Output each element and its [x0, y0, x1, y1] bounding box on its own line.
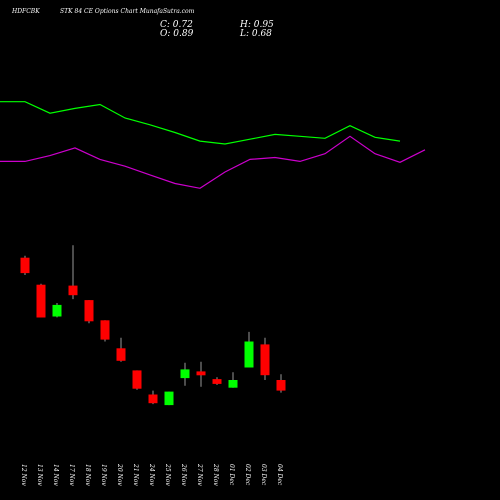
candle-body — [260, 344, 270, 376]
candle-body — [212, 379, 222, 384]
high-value: H: 0.95 — [240, 20, 274, 30]
candle-body — [52, 304, 62, 317]
x-tick-label: 25 Nov — [164, 463, 171, 486]
candle-body — [164, 391, 174, 406]
candle-4 — [84, 300, 94, 324]
x-axis-labels: 12 Nov 13 Nov 14 Nov 17 Nov 18 Nov 19 Nov 20 N… — [20, 463, 283, 486]
candle-0 — [20, 255, 30, 275]
candle-10 — [180, 362, 190, 386]
candle-body — [196, 371, 206, 376]
candle-11 — [196, 361, 206, 387]
x-tick-label: 14 Nov — [52, 464, 59, 486]
candle-5 — [100, 320, 110, 342]
candle-body — [84, 300, 94, 322]
x-tick-label: 03 Dec — [260, 464, 267, 486]
candle-13 — [228, 372, 238, 388]
x-tick-label: 20 Nov — [116, 463, 123, 486]
candle-body — [276, 380, 286, 391]
x-tick-label: 18 Nov — [84, 464, 91, 486]
candle-16 — [276, 374, 286, 393]
x-tick-label: 13 Nov — [36, 464, 43, 486]
candle-12 — [212, 377, 222, 385]
low-value: L: 0.68 — [240, 29, 272, 39]
x-tick-label: 02 Dec — [244, 464, 251, 486]
candle-body — [68, 285, 78, 296]
x-tick-label: 26 Nov — [180, 463, 187, 486]
x-tick-label: 28 Nov — [212, 463, 219, 486]
candle-14 — [244, 331, 254, 368]
candle-body — [244, 341, 254, 368]
candle-body — [180, 369, 190, 379]
candle-1 — [36, 283, 46, 318]
chart-symbol: HDFCBK — [12, 8, 40, 15]
candlesticks — [20, 245, 286, 406]
x-tick-label: 04 Dec — [276, 464, 283, 486]
x-tick-label: 01 Dec — [228, 464, 235, 486]
candle-8 — [148, 390, 158, 405]
candle-7 — [132, 370, 142, 390]
x-tick-label: 19 Nov — [100, 464, 107, 486]
candle-body — [20, 257, 30, 274]
candle-15 — [260, 337, 270, 380]
candle-6 — [116, 337, 126, 362]
x-tick-label: 27 Nov — [196, 463, 203, 486]
candle-body — [228, 380, 238, 388]
x-tick-label: 21 Nov — [132, 463, 139, 486]
candle-body — [148, 394, 158, 404]
candle-body — [100, 320, 110, 340]
candle-2 — [52, 303, 62, 318]
x-tick-label: 17 Nov — [68, 464, 75, 486]
candle-body — [36, 284, 46, 318]
open-value: O: 0.89 — [160, 29, 194, 39]
indicator-lines — [0, 101, 426, 189]
candle-3 — [68, 245, 78, 300]
close-value: C: 0.72 — [160, 20, 193, 30]
chart-title: STK 84 CE Options Chart MunafaSutra.com — [60, 8, 195, 15]
indicator-line-2 — [0, 135, 426, 189]
x-tick-label: 12 Nov — [20, 464, 27, 486]
x-tick-label: 24 Nov — [148, 463, 155, 486]
candle-9 — [164, 391, 174, 406]
indicator-line-1 — [0, 101, 401, 145]
candle-body — [116, 348, 126, 361]
candle-body — [132, 370, 142, 389]
